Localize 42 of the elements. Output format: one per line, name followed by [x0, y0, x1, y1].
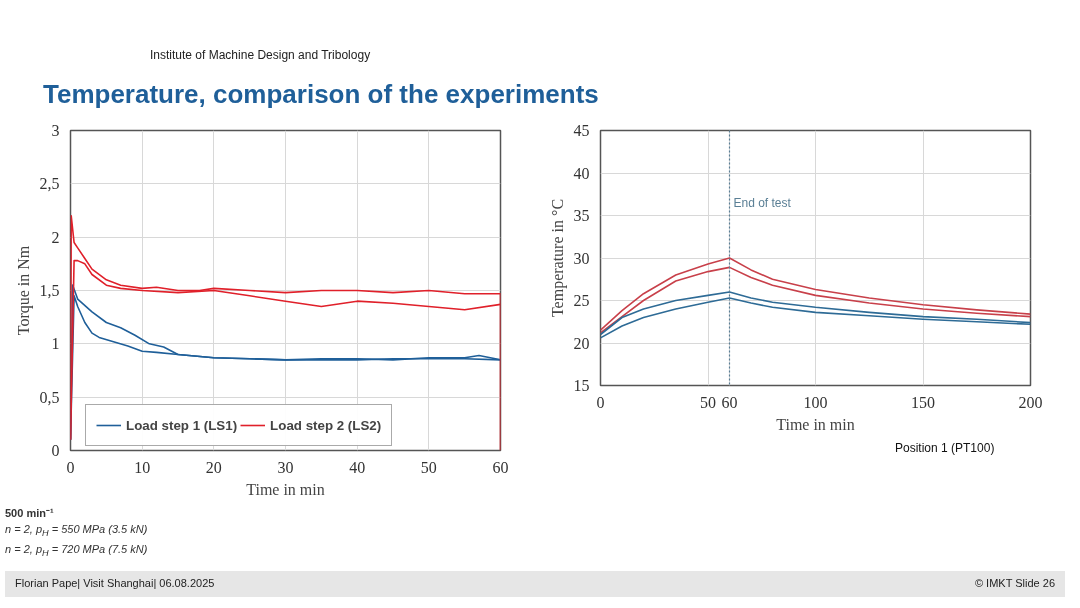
- text: n = 2, p$_{H}$ = 550 MPa (3.5 kN): [5, 523, 148, 539]
- x-tick-label: 50: [700, 393, 716, 411]
- ref-line-label: End of test: [733, 195, 792, 210]
- chart-subtitle: Institute of Machine Design and Tribology: [150, 47, 372, 64]
- y-tick-label: 3: [51, 122, 60, 139]
- legend-label: Load step 2 (LS2): [270, 417, 382, 433]
- y-axis-title: Torque in Nm: [14, 245, 33, 336]
- y-tick-label: 0,5: [39, 388, 60, 406]
- y-tick-label: 25: [573, 292, 590, 309]
- x-tick-label: 0: [596, 393, 605, 411]
- x-tick-label: 20: [205, 458, 222, 476]
- x-tick-label: 0: [66, 458, 75, 476]
- x-tick-label: 60: [492, 458, 509, 476]
- legend-label: Load step 1 (LS1): [126, 417, 238, 433]
- x-tick-label: 200: [1018, 393, 1043, 411]
- x-axis-title: Time in min: [776, 415, 855, 433]
- y-tick-label: 1: [51, 335, 60, 353]
- x-tick-label: 40: [349, 458, 366, 476]
- y-tick-label: 30: [573, 249, 590, 267]
- text: Position 1 (PT100): [895, 440, 995, 457]
- x-tick-label: 100: [803, 393, 828, 411]
- y-tick-label: 2,5: [39, 175, 60, 193]
- x-tick-label: 150: [911, 393, 935, 411]
- text: © IMKT Slide 26: [974, 576, 1055, 591]
- x-tick-label: 60: [721, 393, 738, 411]
- text: Florian Pape| Visit Shanghai| 06.08.2025: [15, 576, 215, 591]
- y-axis-title: Temperature in °C: [548, 198, 567, 318]
- chart-title: Temperature, comparison of the experiments: [43, 78, 599, 112]
- y-tick-label: 1,5: [39, 282, 60, 299]
- y-tick-label: 40: [573, 164, 590, 182]
- y-tick-label: 0: [51, 442, 60, 459]
- x-tick-label: 30: [277, 458, 294, 476]
- x-tick-label: 10: [134, 458, 151, 476]
- y-tick-label: 20: [573, 334, 590, 352]
- y-tick-label: 15: [573, 377, 590, 394]
- x-tick-label: 50: [420, 458, 437, 476]
- text: 500 min⁻¹: [5, 507, 54, 519]
- x-axis-title: Time in min: [246, 480, 325, 498]
- y-tick-label: 45: [573, 122, 590, 139]
- y-tick-label: 35: [573, 207, 590, 224]
- y-tick-label: 2: [51, 228, 60, 246]
- text: n = 2, p$_{H}$ = 720 MPa (7.5 kN): [5, 543, 148, 559]
